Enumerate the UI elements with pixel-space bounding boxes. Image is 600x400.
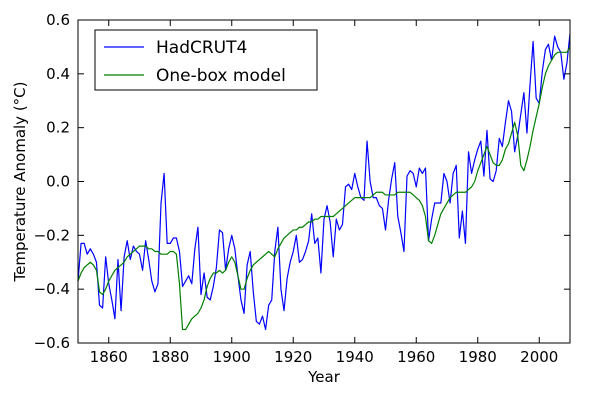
- legend: HadCRUT4 One-box model: [94, 29, 318, 91]
- y-axis-label: Temperature Anomaly (°C): [11, 81, 29, 282]
- x-axis-label: Year: [307, 368, 341, 386]
- legend-box: [94, 29, 318, 91]
- y-tick-label: −0.4: [34, 280, 70, 298]
- legend-label-hadcrut4: HadCRUT4: [156, 38, 247, 58]
- y-tick-label: 0.4: [46, 65, 70, 83]
- series-line-one-box-model: [77, 46, 571, 331]
- y-tick-label: 0.0: [46, 173, 70, 191]
- x-tick-label: 1860: [90, 348, 128, 366]
- y-tick-label: 0.2: [46, 119, 70, 137]
- x-tick-label: 1980: [459, 348, 497, 366]
- y-tick-label: 0.6: [46, 11, 70, 29]
- y-axis-ticks: −0.6 −0.4 −0.2 0.0 0.2 0.4 0.6: [34, 11, 570, 352]
- x-tick-label: 1940: [336, 348, 374, 366]
- series-line-hadcrut4: [77, 33, 571, 331]
- x-tick-label: 2000: [520, 348, 558, 366]
- legend-label-one-box-model: One-box model: [156, 66, 286, 86]
- x-tick-label: 1880: [151, 348, 189, 366]
- y-tick-label: −0.2: [34, 226, 70, 244]
- x-tick-label: 1920: [274, 348, 312, 366]
- x-axis-ticks: 1860 1880 1900 1920 1940 1960 1980 2000: [90, 20, 558, 366]
- series-layer: [77, 33, 571, 331]
- x-tick-label: 1900: [213, 348, 251, 366]
- x-tick-label: 1960: [397, 348, 435, 366]
- y-tick-label: −0.6: [34, 334, 70, 352]
